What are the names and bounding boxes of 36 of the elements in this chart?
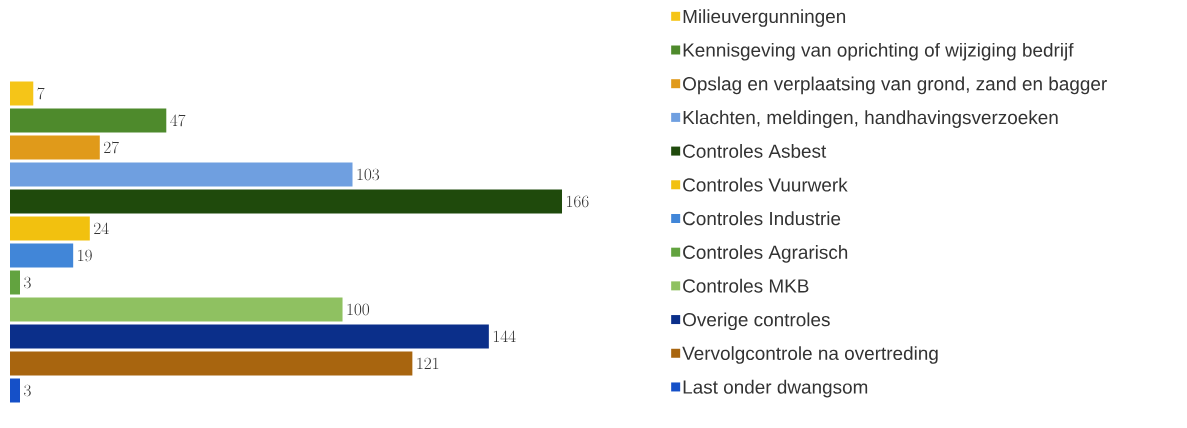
bar (10, 324, 489, 349)
data-label: 7 (37, 87, 45, 100)
data-label: 24 (94, 222, 109, 235)
legend-label: Controles Agrarisch (683, 245, 848, 263)
legend-label: Controles Asbest (683, 143, 827, 158)
bar (10, 135, 100, 160)
legend-label: Opslag en verplaatsing van grond, zand en bagger (683, 76, 1107, 95)
legend-label: Controles Vuurwerk (683, 177, 848, 192)
data-label: 166 (567, 195, 589, 208)
legend-label: Milieuvergunningen (683, 9, 846, 27)
bar (10, 108, 167, 133)
data-label: 3 (24, 276, 31, 289)
data-label: 121 (417, 357, 439, 370)
data-label: 19 (78, 249, 92, 262)
data-label: 3 (24, 384, 31, 397)
legend-label: Controles MKB (683, 278, 809, 293)
bar (10, 378, 20, 403)
bar (10, 189, 563, 214)
legend-label: Klachten, meldingen, handhavingsverzoeken (683, 110, 1058, 128)
bar (10, 270, 20, 295)
legend-label: Vervolgcontrole na overtreding (682, 346, 938, 364)
data-label: 27 (104, 141, 119, 154)
legend-label: Controles Industrie (683, 211, 841, 226)
data-label: 47 (170, 114, 186, 127)
data-label: 100 (347, 303, 370, 316)
data-label: 103 (357, 168, 380, 181)
bar (10, 351, 413, 376)
legend-label: Overige controles (683, 312, 830, 331)
legend-label: Kennisgeving van oprichting of wijziging bedrijf (683, 42, 1074, 61)
bar (10, 243, 74, 268)
data-label: 144 (493, 330, 516, 343)
bar (10, 216, 90, 241)
bar (10, 297, 343, 322)
bar (10, 81, 34, 106)
legend-label: Last onder dwangsom (683, 379, 868, 398)
bar (10, 162, 353, 187)
